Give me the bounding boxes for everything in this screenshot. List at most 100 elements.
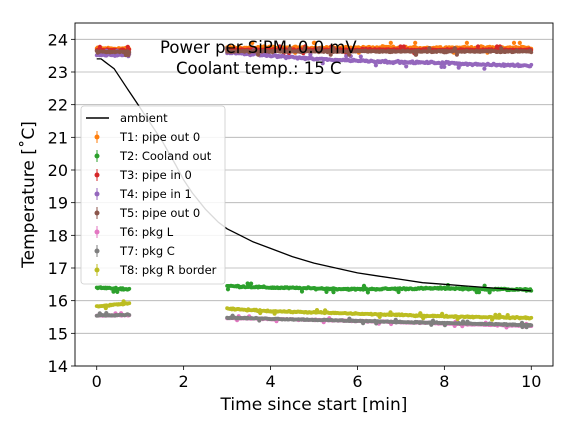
x-tick-label: 8 bbox=[439, 372, 449, 391]
annotation-power: Power per SiPM: 0.0 mV bbox=[160, 38, 357, 57]
data-point bbox=[331, 290, 336, 295]
data-point bbox=[440, 311, 445, 316]
data-point bbox=[324, 289, 329, 294]
data-point bbox=[529, 62, 534, 67]
data-point bbox=[430, 318, 436, 323]
data-point bbox=[475, 44, 481, 49]
data-point bbox=[104, 311, 109, 316]
data-point bbox=[287, 46, 292, 51]
y-tick-label: 19 bbox=[48, 194, 68, 213]
data-point bbox=[455, 316, 460, 322]
legend-marker bbox=[94, 210, 100, 216]
data-point bbox=[465, 319, 470, 324]
data-point bbox=[396, 289, 401, 295]
series-4 bbox=[94, 48, 534, 71]
data-point bbox=[529, 315, 534, 320]
series-7 bbox=[94, 311, 534, 330]
data-point bbox=[126, 52, 131, 58]
data-point bbox=[442, 64, 447, 69]
x-tick-label: 4 bbox=[265, 372, 275, 391]
series-8 bbox=[94, 299, 534, 322]
data-point bbox=[497, 312, 502, 317]
data-point bbox=[442, 323, 447, 328]
legend-marker bbox=[94, 191, 100, 197]
data-point bbox=[365, 290, 370, 295]
data-point bbox=[256, 52, 261, 57]
data-point bbox=[127, 313, 132, 317]
data-point bbox=[464, 40, 469, 46]
data-point bbox=[320, 61, 325, 66]
series-5 bbox=[94, 46, 534, 58]
data-point bbox=[529, 50, 534, 55]
data-point bbox=[427, 46, 432, 51]
data-point bbox=[312, 40, 317, 46]
legend-label: T4: pipe in 1 bbox=[119, 187, 192, 201]
data-point bbox=[482, 66, 487, 71]
legend-label: ambient bbox=[120, 111, 168, 125]
data-point bbox=[505, 313, 510, 318]
data-point bbox=[524, 325, 529, 330]
data-point bbox=[454, 52, 459, 57]
legend-marker bbox=[94, 172, 100, 178]
data-point bbox=[127, 301, 132, 306]
data-point bbox=[111, 289, 116, 294]
data-point bbox=[347, 52, 352, 57]
y-tick-label: 24 bbox=[48, 30, 68, 49]
legend-box bbox=[80, 105, 226, 285]
legend-label: T7: pkg C bbox=[119, 244, 175, 258]
data-point bbox=[103, 306, 108, 311]
data-point bbox=[494, 44, 500, 49]
data-point bbox=[245, 281, 250, 286]
data-point bbox=[529, 323, 534, 328]
data-point bbox=[225, 46, 230, 51]
data-point bbox=[388, 40, 393, 46]
data-point bbox=[225, 287, 231, 292]
data-point bbox=[115, 289, 120, 294]
data-point bbox=[361, 283, 367, 288]
legend-label: T5: pipe out 0 bbox=[119, 206, 200, 220]
data-point bbox=[249, 281, 254, 286]
data-point bbox=[511, 40, 517, 46]
data-point bbox=[456, 65, 461, 70]
data-point bbox=[299, 289, 305, 294]
y-tick-label: 21 bbox=[48, 128, 68, 147]
data-point bbox=[421, 316, 426, 321]
data-point bbox=[317, 46, 322, 51]
data-point bbox=[97, 311, 102, 316]
y-tick-label: 20 bbox=[48, 161, 68, 180]
annotation-coolant: Coolant temp.: 15 C bbox=[176, 59, 342, 78]
data-point bbox=[331, 46, 336, 51]
data-point bbox=[258, 310, 263, 316]
data-point bbox=[401, 44, 406, 49]
data-point bbox=[374, 321, 379, 326]
data-point bbox=[361, 321, 366, 326]
x-tick-label: 2 bbox=[179, 372, 189, 391]
data-point bbox=[404, 64, 409, 69]
data-point bbox=[358, 54, 363, 59]
data-point bbox=[398, 44, 403, 49]
data-point bbox=[272, 311, 277, 316]
y-tick-label: 15 bbox=[48, 324, 68, 343]
data-point bbox=[490, 317, 495, 322]
data-point bbox=[323, 308, 328, 313]
data-point bbox=[377, 314, 382, 319]
y-tick-label: 22 bbox=[48, 96, 68, 115]
y-tick-label: 14 bbox=[48, 357, 68, 376]
data-point bbox=[97, 44, 102, 49]
y-tick-label: 18 bbox=[48, 226, 68, 245]
data-point bbox=[519, 320, 525, 325]
data-point bbox=[328, 52, 333, 57]
x-tick-label: 6 bbox=[352, 372, 362, 391]
legend-label: T3: pipe in 0 bbox=[119, 168, 192, 182]
data-point bbox=[373, 63, 378, 68]
legend-label: T6: pkg L bbox=[119, 225, 174, 239]
legend-marker bbox=[94, 153, 100, 159]
data-point bbox=[127, 286, 132, 291]
x-tick-label: 10 bbox=[521, 372, 541, 391]
data-point bbox=[314, 308, 320, 313]
x-axis-label: Time since start [min] bbox=[220, 395, 408, 415]
legend-marker bbox=[94, 248, 100, 254]
